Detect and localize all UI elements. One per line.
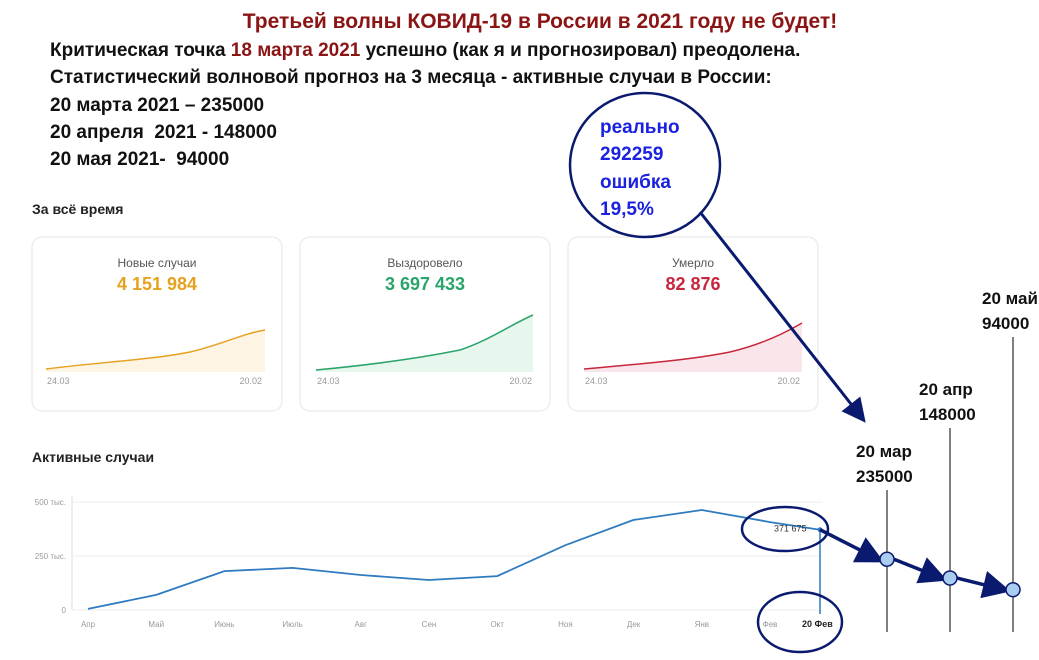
spark-end: 20.02 xyxy=(239,376,262,386)
bubble-text: ошибка xyxy=(600,172,671,193)
forecast-label: 20 май xyxy=(982,289,1038,308)
x-tick-label: Авг xyxy=(355,620,368,629)
line2: Статистический волновой прогноз на 3 мес… xyxy=(50,67,772,88)
x-tick-label: 20 Фев xyxy=(802,619,833,629)
forecast-value: 94000 xyxy=(982,314,1029,333)
highlight xyxy=(740,505,830,553)
forecast-line: 20 апреля 2021 - 148000 xyxy=(50,122,277,143)
line1: Критическая точка 18 марта 2021 успешно … xyxy=(50,40,800,61)
forecast-arrow xyxy=(956,571,1011,599)
x-tick-label: Ноя xyxy=(558,620,573,629)
spark-start: 24.03 xyxy=(47,376,70,386)
spark-area xyxy=(584,323,802,372)
sparkline xyxy=(45,329,266,370)
bubble-text: 19,5% xyxy=(600,199,654,220)
card-value: 82 876 xyxy=(665,274,720,294)
card: Выздоровело 3 697 433 24.03 20.02 xyxy=(299,236,551,412)
forecast-arrow xyxy=(893,557,948,584)
bubble xyxy=(568,91,722,239)
sparkline xyxy=(583,322,803,370)
card-label: Новые случаи xyxy=(118,256,197,270)
spark-start: 24.03 xyxy=(317,376,340,386)
x-tick-label: Сен xyxy=(422,620,437,629)
card-label: Выздоровело xyxy=(387,256,463,270)
forecast-point xyxy=(942,570,958,586)
forecast-point xyxy=(1005,581,1021,598)
value-label: 371 675 xyxy=(774,524,807,534)
spark-end: 20.02 xyxy=(777,376,800,386)
x-tick-label: Июнь xyxy=(214,620,234,629)
forecast-line: 20 марта 2021 – 235000 xyxy=(50,95,264,116)
highlight xyxy=(756,590,844,654)
card-label: Умерло xyxy=(672,256,714,270)
x-tick-label: Дек xyxy=(627,620,641,629)
forecast-label: 20 мар xyxy=(856,442,912,461)
bubble-text: 292259 xyxy=(600,144,663,165)
x-tick-label: Янв xyxy=(695,620,709,629)
forecast-arrow xyxy=(819,528,885,563)
forecast-value: 148000 xyxy=(919,405,976,424)
title: Третьей волны КОВИД-19 в России в 2021 г… xyxy=(243,10,837,33)
forecast-line: 20 мая 2021- 94000 xyxy=(50,149,229,170)
line xyxy=(87,509,821,610)
spark-end: 20.02 xyxy=(509,376,532,386)
text: Критическая точка xyxy=(50,40,231,61)
spark-area xyxy=(46,330,265,372)
forecast-point xyxy=(879,551,895,567)
y-tick-label: 0 xyxy=(62,606,67,615)
date: 18 марта 2021 xyxy=(231,40,361,61)
spark-area xyxy=(316,315,533,372)
card-value: 3 697 433 xyxy=(385,274,465,294)
x-tick-label: Окт xyxy=(490,620,504,629)
spark-start: 24.03 xyxy=(585,376,608,386)
text: успешно (как я и прогнозировал) преодоле… xyxy=(360,40,800,61)
forecast-value: 235000 xyxy=(856,467,913,486)
x-tick-label: Фев xyxy=(763,620,778,629)
card: Умерло 82 876 24.03 20.02 xyxy=(567,236,819,412)
y-tick-label: 500 тыс. xyxy=(35,498,66,507)
dashboard-title: За всё время xyxy=(32,201,123,217)
forecast-label: 20 апр xyxy=(919,380,973,399)
card: Новые случаи 4 151 984 24.03 20.02 xyxy=(31,236,283,412)
y-tick-label: 250 тыс. xyxy=(35,552,66,561)
x-tick-label: Апр xyxy=(81,620,96,629)
sparkline xyxy=(315,314,534,371)
arrow xyxy=(698,211,866,423)
bubble-text: реально xyxy=(600,117,680,138)
chart-title: Активные случаи xyxy=(32,449,154,465)
x-tick-label: Май xyxy=(148,620,164,629)
x-tick-label: Июль xyxy=(282,620,302,629)
card-value: 4 151 984 xyxy=(117,274,197,294)
